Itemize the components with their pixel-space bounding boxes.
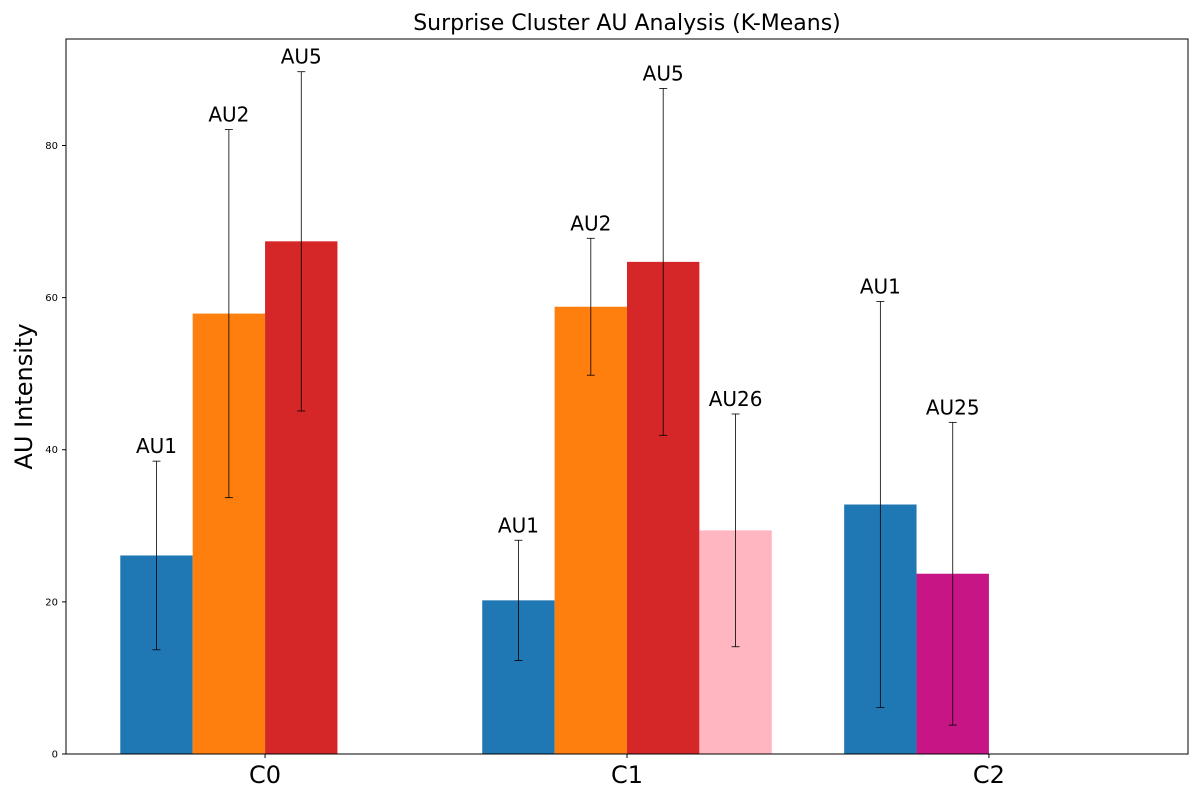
y-tick-label: 40 (45, 445, 58, 456)
plot-area: 0 20 40 60 80 AU1 AU2 AU5 AU1 AU2 AU5 AU26 AU1 AU25 C0… (45, 45, 1005, 789)
bar-label-au1: AU1 (498, 513, 539, 537)
bar-c1-au2 (554, 306, 627, 754)
x-tick-label-c0: C0 (249, 761, 281, 789)
bar-label-au2: AU2 (570, 211, 611, 235)
x-tick-label-c2: C2 (973, 761, 1005, 789)
y-tick-label: 60 (45, 293, 58, 304)
bar-label-au26: AU26 (709, 387, 763, 411)
y-tick-label: 80 (45, 141, 58, 152)
bar-label-au25: AU25 (926, 395, 980, 419)
bar-label-au5: AU5 (643, 61, 684, 85)
bar-label-au1: AU1 (136, 434, 177, 458)
bar-label-au5: AU5 (281, 45, 322, 69)
bar-group-c2: AU1 AU25 (844, 274, 989, 754)
y-tick-label: 20 (45, 597, 58, 608)
x-tick-label-c1: C1 (611, 761, 643, 789)
bar-group-c1: AU1 AU2 AU5 AU26 (482, 61, 772, 754)
bar-label-au2: AU2 (208, 103, 249, 127)
bar-label-au1: AU1 (860, 274, 901, 298)
chart-title: Surprise Cluster AU Analysis (K-Means) (413, 11, 841, 36)
axes-frame (65, 38, 1189, 755)
y-tick-label: 0 (52, 750, 58, 761)
bar-group-c0: AU1 AU2 AU5 (120, 45, 338, 755)
y-axis-label: AU Intensity (10, 323, 38, 469)
